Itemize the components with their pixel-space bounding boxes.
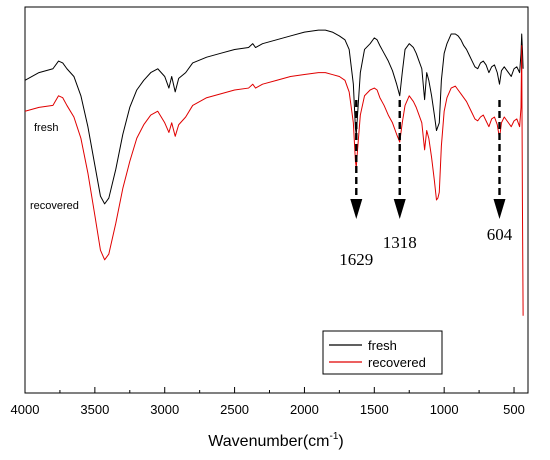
legend: fresh recovered bbox=[322, 330, 443, 375]
x-tick-label: 3500 bbox=[80, 402, 109, 417]
x-tick-label: 1500 bbox=[360, 402, 389, 417]
series-label-recovered: recovered bbox=[30, 200, 79, 212]
series-line-fresh bbox=[24, 29, 524, 205]
x-tick-label: 3000 bbox=[150, 402, 179, 417]
x-tick-label: 4000 bbox=[11, 402, 40, 417]
legend-box bbox=[322, 330, 443, 375]
series-lines bbox=[24, 29, 524, 316]
peak-arrow-head bbox=[350, 199, 363, 219]
x-tick-label: 2000 bbox=[290, 402, 319, 417]
x-tick-label: 2500 bbox=[220, 402, 249, 417]
peak-arrow-head bbox=[493, 199, 506, 219]
peak-label: 1629 bbox=[339, 250, 373, 269]
x-axis-title-close: ) bbox=[338, 433, 343, 450]
peak-label: 604 bbox=[487, 225, 513, 244]
peak-label: 1318 bbox=[383, 233, 417, 252]
series-line-recovered bbox=[24, 45, 524, 316]
peak-arrow-head bbox=[393, 199, 406, 219]
x-tick-label: 1000 bbox=[430, 402, 459, 417]
plot-frame bbox=[24, 6, 529, 394]
x-axis-title: Wavenumber(cm-1) bbox=[208, 431, 343, 450]
x-axis-title-main: Wavenumber(cm bbox=[208, 433, 329, 450]
x-tick-label: 500 bbox=[503, 402, 525, 417]
series-label-fresh: fresh bbox=[34, 122, 58, 134]
legend-label-recovered: recovered bbox=[368, 355, 426, 370]
legend-label-fresh: fresh bbox=[368, 338, 397, 353]
peak-annotations: 1629 1318 604 bbox=[339, 100, 513, 269]
x-axis-ticks: 4000 3500 3000 2500 2000 1500 1000 500 bbox=[11, 387, 525, 417]
x-axis-title-superscript: -1 bbox=[329, 431, 338, 442]
